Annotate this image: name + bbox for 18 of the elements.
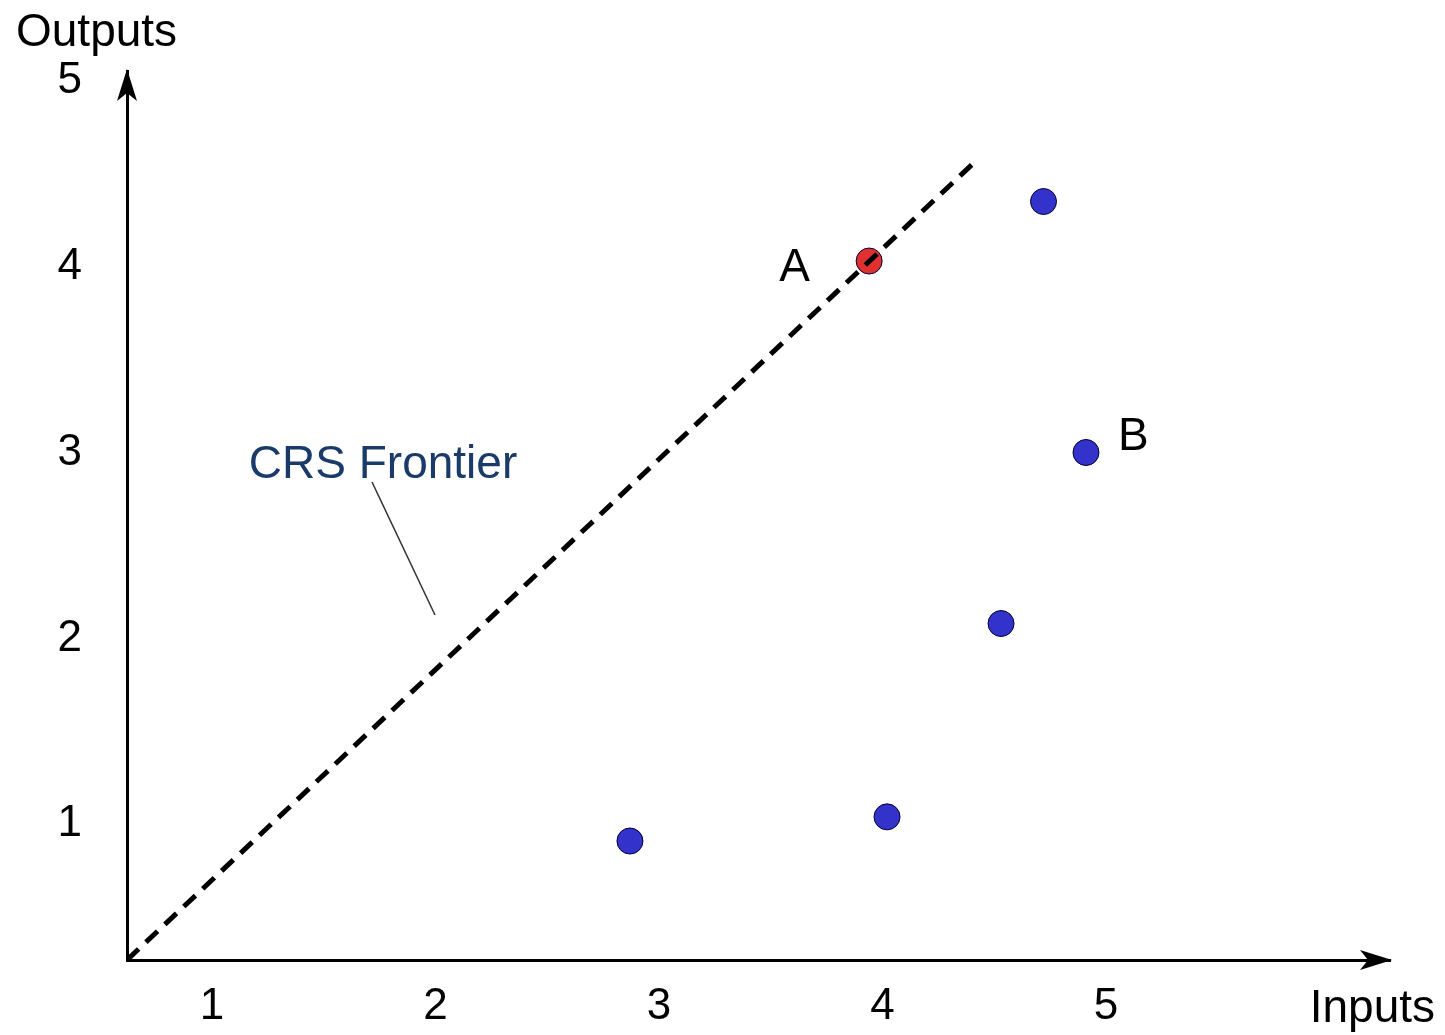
point: [1072, 438, 1100, 466]
annotation: B: [1117, 408, 1149, 461]
y-tick-label: 4: [57, 238, 82, 288]
x-tick-label: 3: [646, 978, 672, 1028]
x-axis-title: Inputs: [1309, 980, 1435, 1032]
point: [873, 803, 901, 831]
y-tick-label: 3: [57, 424, 82, 474]
x-tick-label: 4: [870, 978, 895, 1028]
point: [987, 610, 1015, 638]
annotation: A: [779, 239, 811, 292]
y-tick-label: 1: [57, 796, 82, 846]
x-tick-label: 2: [423, 978, 448, 1028]
x-tick-label: 5: [1093, 978, 1119, 1028]
point: [616, 827, 644, 855]
x-tick-label: 1: [199, 978, 225, 1028]
point: [1030, 188, 1058, 216]
annotation: CRS Frontier: [248, 436, 518, 488]
y-tick-label: 2: [57, 610, 82, 660]
